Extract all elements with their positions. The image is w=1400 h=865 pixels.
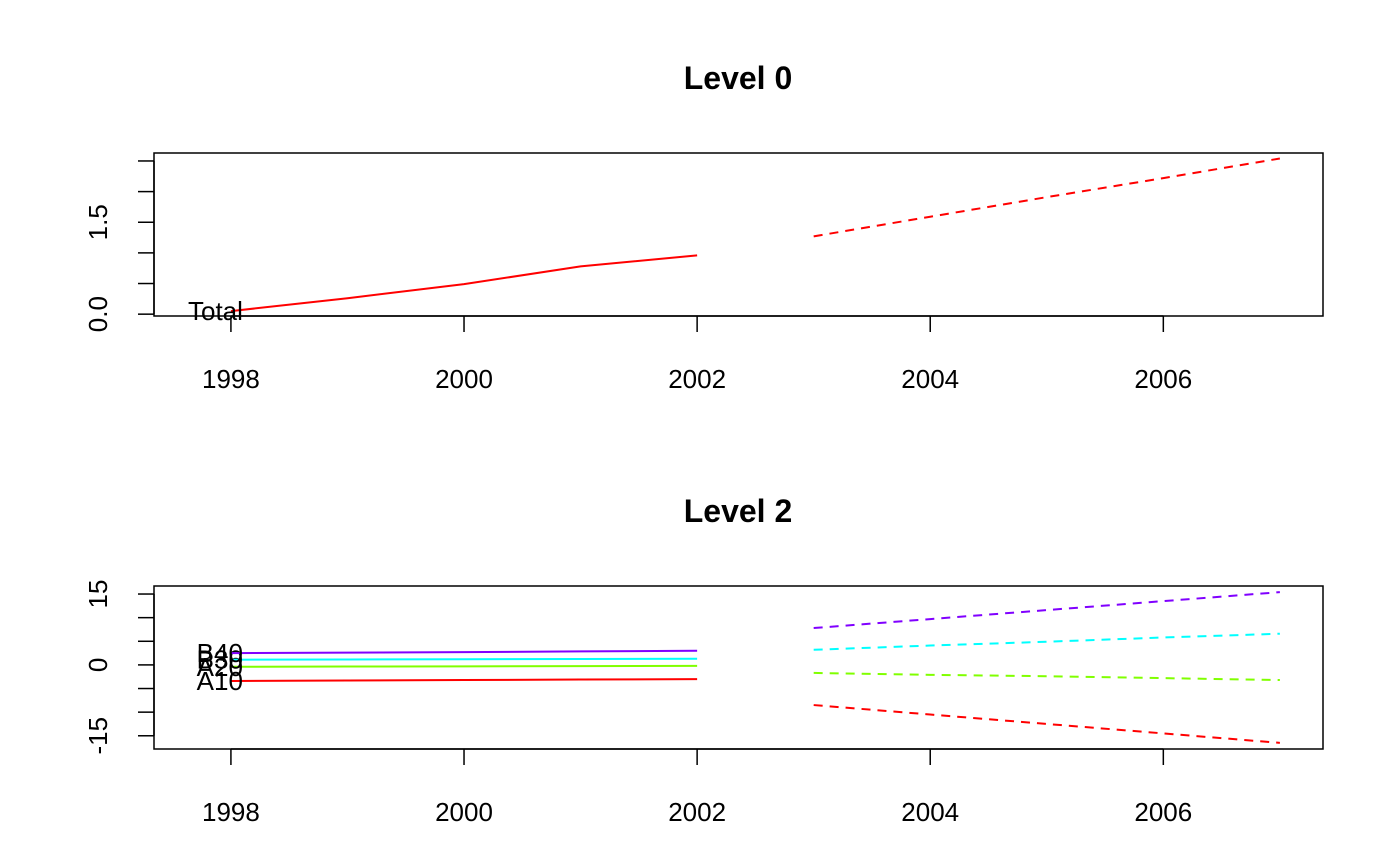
x-tick-label: 1998 [202, 364, 260, 394]
x-tick-label: 2000 [435, 797, 493, 827]
forecast-line [813, 704, 1280, 744]
plot-frame [153, 152, 1324, 317]
x-tick-label: 2006 [1134, 364, 1192, 394]
x-tick-label: 2004 [901, 797, 959, 827]
y-tick-label: 0 [83, 658, 113, 672]
x-tick-label: 1998 [202, 797, 260, 827]
chart-title: Level 0 [684, 60, 793, 96]
x-tick-label: 2004 [901, 364, 959, 394]
x-tick-label: 2002 [668, 797, 726, 827]
forecast-line [813, 157, 1281, 238]
chart-title: Level 2 [684, 493, 793, 529]
series-line [230, 678, 698, 682]
y-tick-label: -15 [83, 717, 113, 755]
series-label: Total [188, 296, 243, 326]
series-label: A20 [197, 652, 243, 682]
series-label: B30 [197, 645, 243, 675]
forecast-line [813, 632, 1280, 651]
series-label: B40 [197, 638, 243, 668]
forecast-line [813, 591, 1280, 630]
x-tick-label: 2000 [435, 364, 493, 394]
y-tick-label: 15 [83, 580, 113, 609]
series-line [230, 657, 698, 661]
y-tick-label: 0.0 [83, 296, 113, 332]
series-label: A10 [197, 666, 243, 696]
forecast-line [813, 671, 1280, 682]
y-tick-label: 1.5 [83, 204, 113, 240]
series-line [230, 664, 698, 668]
x-tick-label: 2006 [1134, 797, 1192, 827]
series-line [230, 254, 698, 313]
series-line [230, 649, 698, 655]
x-tick-label: 2002 [668, 364, 726, 394]
